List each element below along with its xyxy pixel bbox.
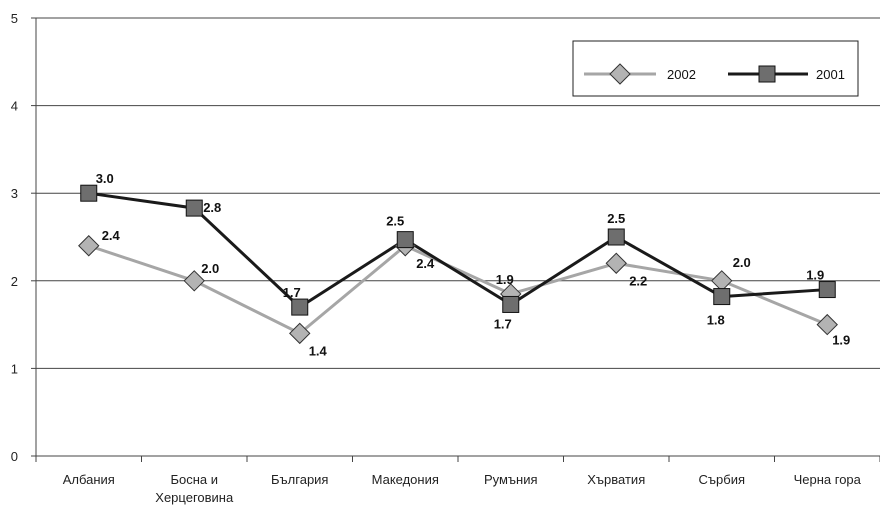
data-label-2001: 1.8 [707,313,725,328]
y-tick-label: 5 [11,11,18,26]
category-label: Сърбия [699,472,746,487]
point-2002 [816,313,838,336]
data-label-2002: 2.4 [416,256,435,271]
legend-label-2002: 2002 [667,67,696,82]
data-label-2002: 1.4 [309,343,328,358]
point-2002 [711,270,733,292]
data-label-2002: 2.0 [733,255,751,270]
category-label: Албания [63,472,115,487]
data-label-2002: 2.0 [201,261,219,276]
point-2001 [713,288,731,306]
data-label-2001: 1.7 [283,285,301,300]
point-2002 [289,322,311,345]
point-2001 [818,281,836,299]
y-tick-label: 2 [11,274,18,289]
category-label: Македония [372,472,439,487]
data-label-2001: 3.0 [96,171,114,186]
point-2002 [78,235,100,257]
legend-label-2001: 2001 [816,67,845,82]
category-label: Черна гора [794,472,862,487]
y-tick-label: 4 [11,99,18,114]
legend-marker-2002 [609,63,631,85]
point-2001 [291,298,309,316]
data-label-2002: 2.2 [629,273,647,288]
data-label-2002: 1.9 [496,272,514,287]
point-2001 [185,199,203,217]
y-tick-label: 0 [11,449,18,464]
data-labels: 2.4 2.0 1.4 2.4 1.9 2.2 2.0 1.9 3.0 2.8 1.7 2.5 1.7 2… [96,171,851,358]
series-line-2001 [88,191,828,309]
data-label-2001: 2.8 [203,200,221,215]
point-2002 [605,252,627,274]
category-label: България [271,472,328,487]
category-label: Румъния [484,472,538,487]
data-label-2001: 1.7 [494,316,512,331]
point-2001 [502,295,520,313]
data-label-2001: 1.9 [806,268,824,283]
point-2002 [183,270,205,292]
legend-marker-2001 [758,65,776,83]
data-label-2002: 1.9 [832,333,850,348]
point-2001 [80,184,98,202]
point-2001 [607,228,625,246]
data-label-2002: 2.4 [102,228,121,243]
gridlines [36,17,880,369]
category-label: Босна и Херцеговина [155,472,234,505]
category-label: Хърватия [587,472,645,487]
y-tick-label: 3 [11,186,18,201]
legend: 2002 2001 [572,40,859,97]
point-2001 [396,231,414,249]
data-label-2001: 2.5 [386,214,404,229]
axes: 0 1 2 3 4 5 Албания Босна и Херцеговина България М… [11,11,880,505]
series-layer [78,184,838,345]
series-line-2002 [88,244,828,336]
data-label-2001: 2.5 [607,211,625,226]
y-tick-label: 1 [11,361,18,376]
